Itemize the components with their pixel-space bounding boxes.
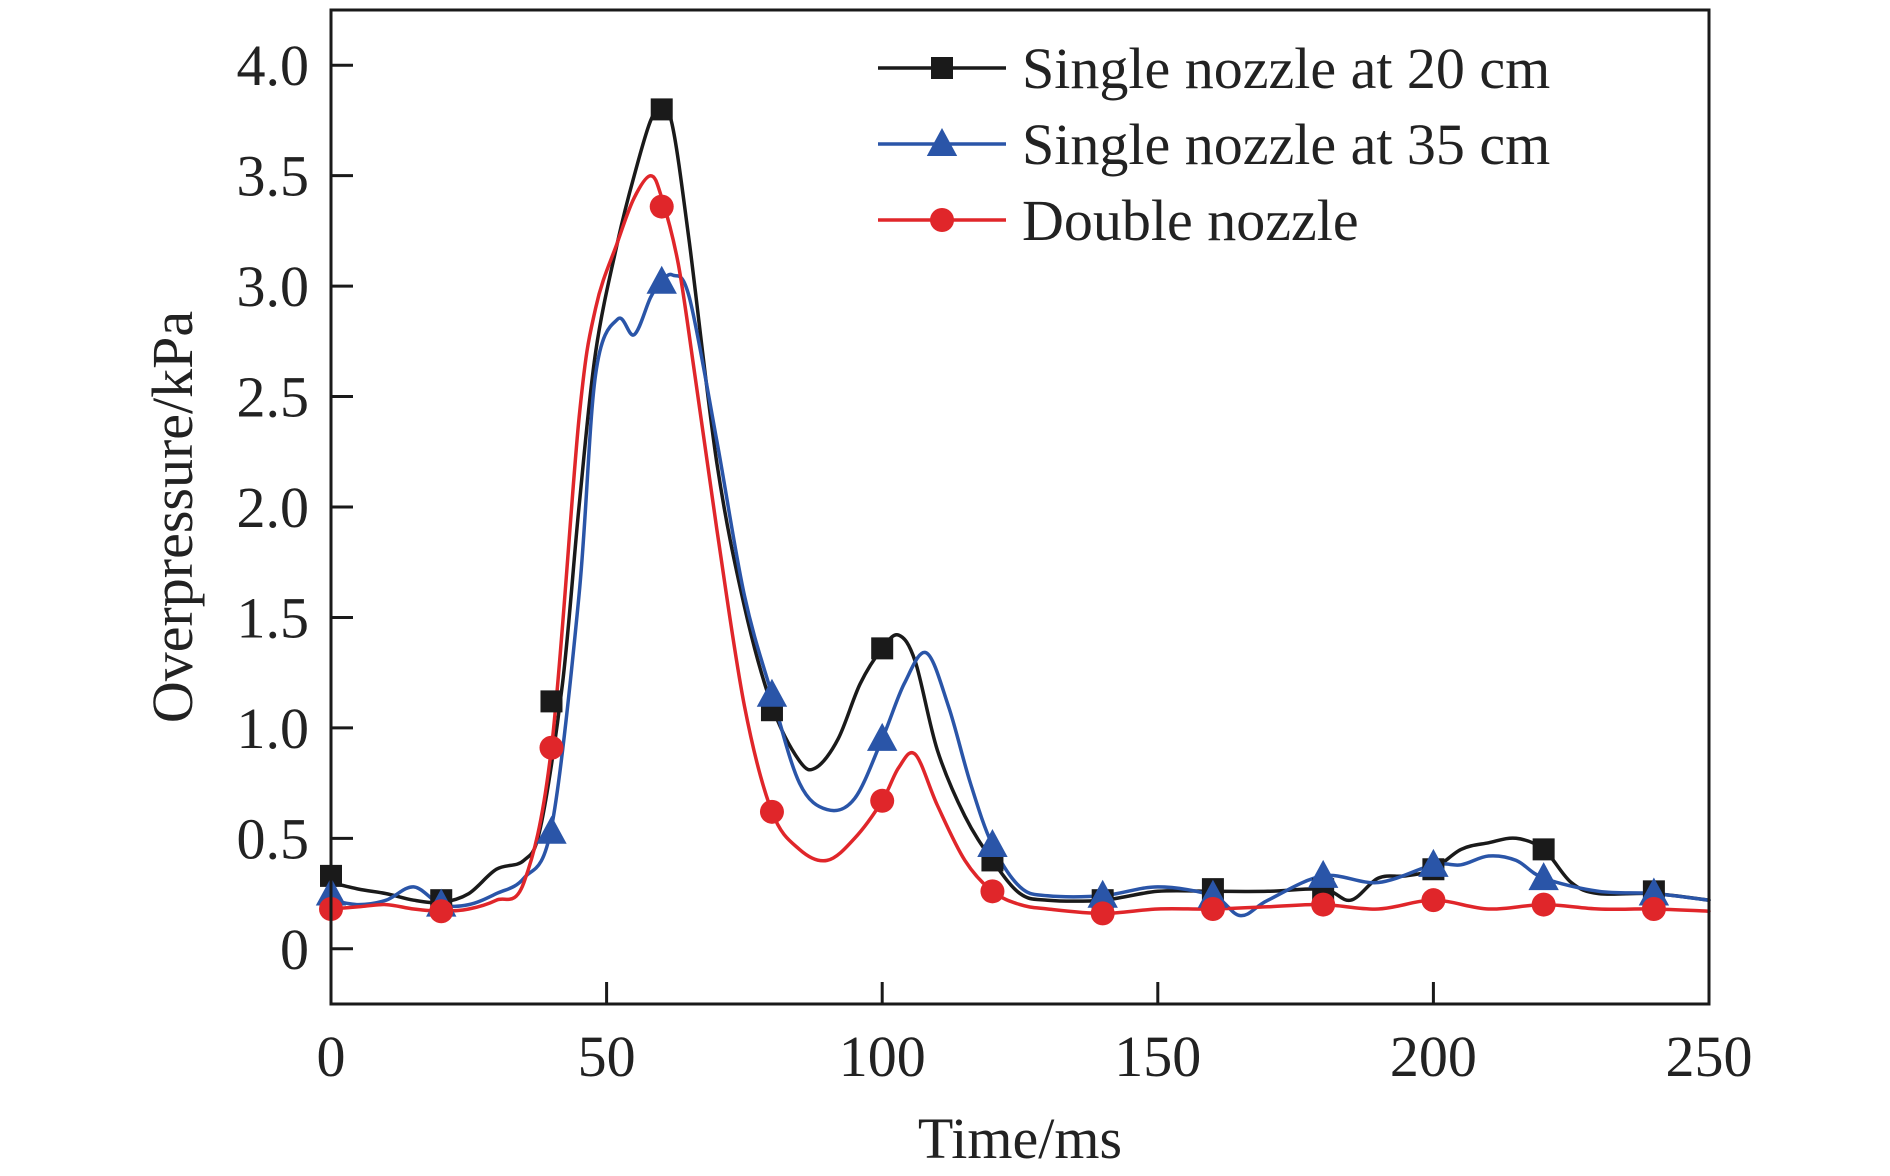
data-point-single-nozzle-at-35-cm [1307,859,1339,888]
tick-labels: 0 50 100 150 200 250 0 0.5 1.0 1.5 2.0 2.5 3.0 3.5 4.0 [237,33,1753,1089]
series-markers [315,98,1670,926]
x-tick-label: 200 [1390,1024,1477,1089]
data-point-double-nozzle [1200,897,1225,922]
x-tick-label: 250 [1666,1024,1753,1089]
x-tick-label: 0 [317,1024,346,1089]
legend-label: Single nozzle at 35 cm [1022,112,1550,177]
x-tick-label: 150 [1114,1024,1201,1089]
data-point-double-nozzle [759,799,784,824]
y-tick-label: 1.5 [237,585,310,650]
legend: Single nozzle at 20 cm Single nozzle at 3… [878,36,1550,253]
data-point-single-nozzle-at-20-cm [540,690,563,713]
data-point-single-nozzle-at-35-cm [536,815,567,844]
series-line-double-nozzle [329,173,1711,916]
data-point-double-nozzle [1090,901,1115,926]
data-point-double-nozzle [1311,892,1336,917]
legend-item-double-nozzle: Double nozzle [878,188,1359,253]
data-point-single-nozzle-at-35-cm [646,265,677,294]
data-point-double-nozzle [1641,897,1666,922]
data-point-double-nozzle [980,879,1005,904]
y-tick-label: 3.0 [237,254,310,319]
data-point-single-nozzle-at-35-cm [1418,848,1449,877]
data-point-double-nozzle [539,735,564,760]
series-line-single-nozzle-at-35-cm [329,272,1711,918]
series-line-single-nozzle-at-20-cm [329,107,1711,905]
y-tick-label: 0 [280,917,309,982]
data-point-single-nozzle-at-35-cm [867,722,898,751]
y-tick-label: 2.5 [237,365,310,430]
legend-item-single-nozzle-at-35-cm: Single nozzle at 35 cm [878,112,1550,177]
y-tick-label: 1.0 [237,696,310,761]
legend-label: Double nozzle [1022,188,1359,253]
data-point-single-nozzle-at-35-cm [1638,877,1670,906]
data-point-double-nozzle [870,788,895,813]
legend-marker [930,208,954,232]
y-tick-label: 2.0 [237,475,310,540]
data-point-single-nozzle-at-35-cm [1087,879,1118,908]
legend-marker [931,57,953,79]
x-axis-title: Time/ms [918,1106,1122,1171]
data-point-single-nozzle-at-35-cm [977,828,1008,857]
legend-label: Single nozzle at 20 cm [1022,36,1550,101]
y-tick-label: 3.5 [237,144,310,209]
data-point-double-nozzle [1421,888,1446,913]
y-axis-title: Overpressure/kPa [140,311,205,723]
plot-frame [329,8,1711,1006]
data-point-single-nozzle-at-35-cm [756,678,788,707]
x-tick-label: 100 [839,1024,926,1089]
legend-item-single-nozzle-at-20-cm: Single nozzle at 20 cm [878,36,1550,101]
x-tick-label: 50 [578,1024,636,1089]
data-point-single-nozzle-at-20-cm [1532,838,1555,861]
data-point-single-nozzle-at-20-cm [871,637,894,660]
series-lines [329,107,1711,918]
y-tick-label: 4.0 [237,33,310,98]
y-tick-label: 0.5 [237,806,310,871]
legend-marker [926,128,958,156]
data-point-single-nozzle-at-20-cm [650,98,673,121]
data-point-double-nozzle [1531,892,1556,917]
data-point-single-nozzle-at-35-cm [1528,862,1559,891]
data-point-double-nozzle [429,899,454,924]
axis-ticks [329,63,1711,1004]
data-point-double-nozzle [649,194,674,219]
